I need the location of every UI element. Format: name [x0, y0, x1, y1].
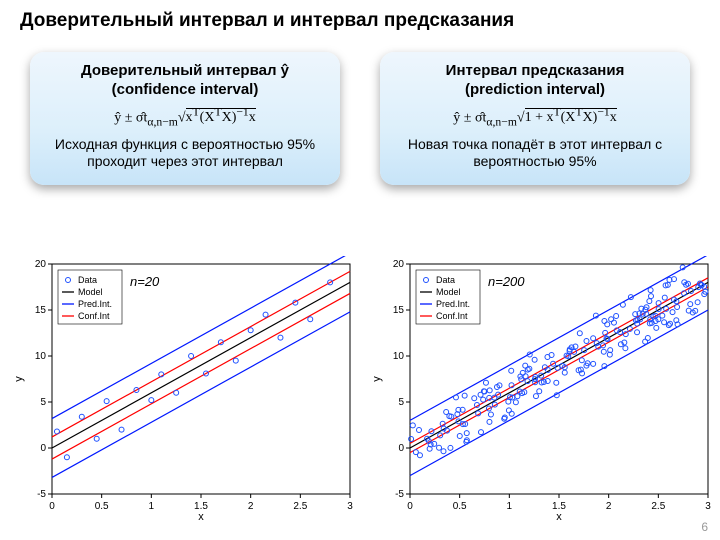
svg-text:x: x [556, 511, 562, 523]
svg-text:Pred.Int.: Pred.Int. [436, 299, 470, 309]
svg-text:2: 2 [248, 501, 254, 512]
chart-right-wrap: -50510152000.511.522.53xyDataModelPred.I… [368, 256, 718, 532]
svg-text:5: 5 [398, 397, 404, 408]
svg-text:3: 3 [347, 501, 353, 512]
svg-text:y: y [13, 376, 25, 382]
svg-text:1: 1 [149, 501, 155, 512]
svg-text:2.5: 2.5 [651, 501, 665, 512]
svg-text:1: 1 [507, 501, 513, 512]
svg-text:Data: Data [436, 275, 455, 285]
svg-text:-5: -5 [395, 489, 404, 500]
svg-text:x: x [198, 511, 204, 523]
svg-text:15: 15 [35, 305, 47, 316]
svg-text:Data: Data [78, 275, 97, 285]
panel-prediction: Интервал предсказания (prediction interv… [380, 52, 690, 185]
panel-left-heading: Доверительный интервал ŷ (confidence int… [44, 62, 326, 100]
svg-text:15: 15 [393, 305, 405, 316]
chart-left-nlabel: n=20 [130, 274, 159, 289]
svg-text:10: 10 [393, 351, 405, 362]
page-title: Доверительный интервал и интервал предск… [20, 10, 700, 32]
svg-text:10: 10 [35, 351, 47, 362]
svg-text:0.5: 0.5 [453, 501, 467, 512]
svg-text:0.5: 0.5 [95, 501, 109, 512]
panel-left-formula: ŷ ± σ̂tα,n−m√xT(XTX)−1x [44, 106, 326, 128]
svg-text:Conf.Int: Conf.Int [78, 311, 110, 321]
chart-left: -50510152000.511.522.53xyDataModelPred.I… [10, 256, 360, 524]
svg-text:2: 2 [606, 501, 612, 512]
svg-text:0: 0 [40, 443, 46, 454]
panel-right-heading: Интервал предсказания (prediction interv… [394, 62, 676, 100]
svg-text:0: 0 [407, 501, 413, 512]
svg-text:0: 0 [398, 443, 404, 454]
panel-right-desc: Новая точка попадёт в этот интервал с ве… [394, 136, 676, 171]
svg-text:5: 5 [40, 397, 46, 408]
svg-text:Pred.Int.: Pred.Int. [78, 299, 112, 309]
page-number: 6 [701, 520, 708, 534]
svg-text:y: y [371, 376, 383, 382]
svg-text:Model: Model [436, 287, 461, 297]
panel-confidence: Доверительный интервал ŷ (confidence int… [30, 52, 340, 185]
charts-row: -50510152000.511.522.53xyDataModelPred.I… [10, 256, 710, 532]
svg-text:20: 20 [393, 259, 405, 270]
chart-left-wrap: -50510152000.511.522.53xyDataModelPred.I… [10, 256, 360, 532]
svg-text:2.5: 2.5 [293, 501, 307, 512]
chart-right-nlabel: n=200 [488, 274, 525, 289]
svg-text:20: 20 [35, 259, 47, 270]
svg-text:Model: Model [78, 287, 103, 297]
chart-right: -50510152000.511.522.53xyDataModelPred.I… [368, 256, 718, 524]
svg-text:-5: -5 [37, 489, 46, 500]
panel-right-formula: ŷ ± σ̂tα,n−m√1 + xT(XTX)−1x [394, 106, 676, 128]
svg-text:0: 0 [49, 501, 55, 512]
svg-text:3: 3 [705, 501, 711, 512]
panel-left-desc: Исходная функция с вероятностью 95% прох… [44, 136, 326, 171]
svg-text:Conf.Int: Conf.Int [436, 311, 468, 321]
